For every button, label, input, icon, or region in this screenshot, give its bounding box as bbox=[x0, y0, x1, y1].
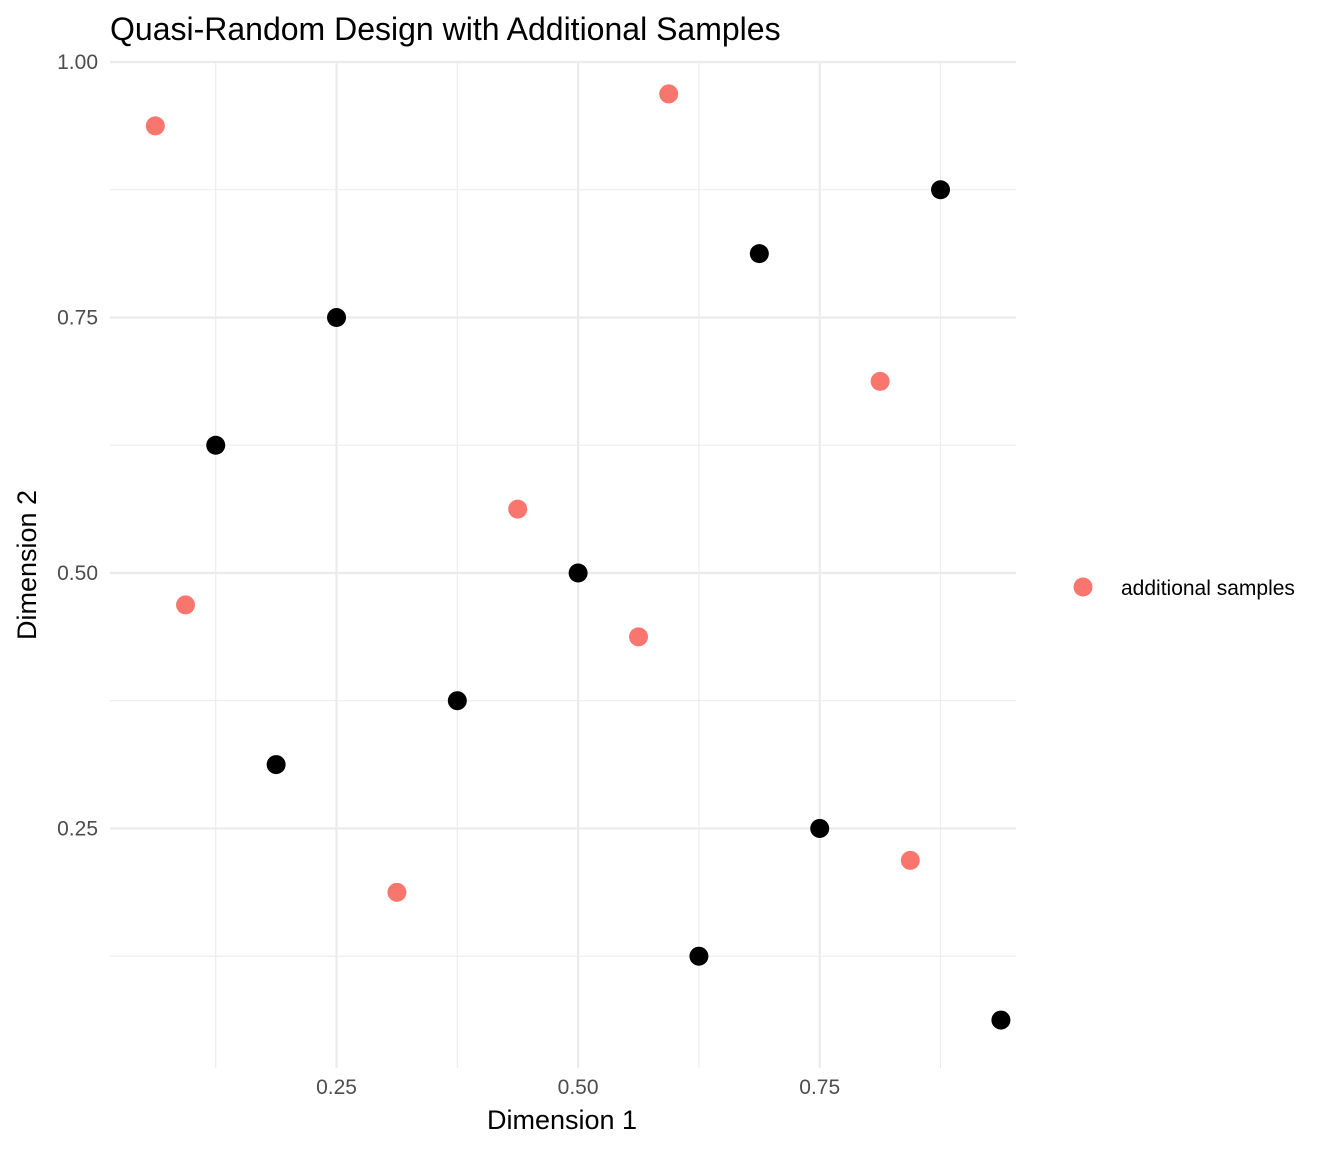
design-point bbox=[327, 307, 347, 327]
y-tick-label: 0.50 bbox=[57, 562, 98, 585]
legend: additional samples bbox=[1073, 577, 1295, 600]
data-points bbox=[145, 84, 1011, 1030]
x-axis-title: Dimension 1 bbox=[487, 1105, 637, 1135]
legend-label: additional samples bbox=[1121, 577, 1295, 600]
chart-title: Quasi-Random Design with Additional Samp… bbox=[110, 11, 781, 47]
additional-sample-point bbox=[176, 595, 196, 615]
design-point bbox=[931, 180, 951, 200]
y-axis-title: Dimension 2 bbox=[12, 490, 42, 640]
additional-sample-point bbox=[387, 882, 407, 902]
additional-sample-point bbox=[870, 371, 890, 391]
additional-sample-point bbox=[508, 499, 528, 519]
x-tick-label: 0.75 bbox=[799, 1076, 840, 1099]
x-tick-label: 0.50 bbox=[558, 1076, 599, 1099]
design-point bbox=[266, 755, 286, 775]
design-point bbox=[810, 818, 830, 838]
design-point bbox=[749, 244, 769, 264]
y-tick-label: 0.75 bbox=[57, 306, 98, 329]
additional-sample-point bbox=[145, 116, 165, 136]
legend-key bbox=[1073, 577, 1093, 597]
design-point bbox=[447, 691, 467, 711]
additional-sample-point bbox=[659, 84, 679, 104]
y-axis-ticks: 0.25 0.50 0.75 1.00 bbox=[57, 51, 98, 840]
additional-sample-point bbox=[629, 627, 649, 647]
design-point bbox=[991, 1010, 1011, 1030]
x-tick-label: 0.25 bbox=[316, 1076, 357, 1099]
design-point bbox=[689, 946, 709, 966]
design-point bbox=[206, 435, 226, 455]
design-point bbox=[568, 563, 588, 583]
y-tick-label: 0.25 bbox=[57, 817, 98, 840]
grid bbox=[110, 60, 1016, 1068]
y-tick-label: 1.00 bbox=[57, 51, 98, 74]
additional-sample-point bbox=[900, 850, 920, 870]
x-axis-ticks: 0.25 0.50 0.75 bbox=[316, 1076, 840, 1099]
